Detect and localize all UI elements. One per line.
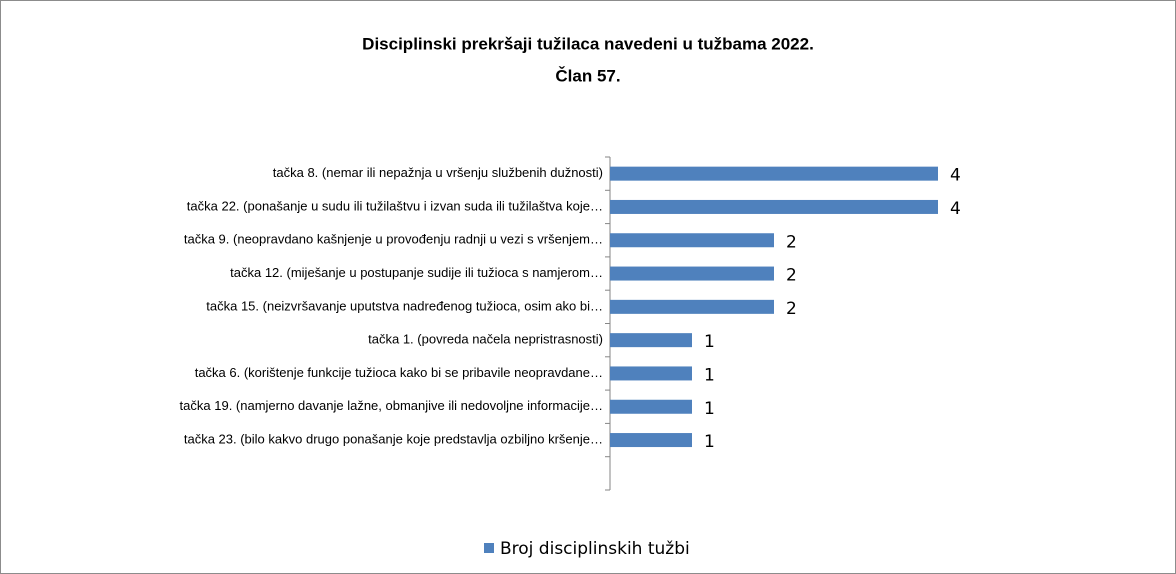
data-label: 1 xyxy=(704,432,715,452)
y-tick-label: tačka 22. (ponašanje u sudu ili tužilašt… xyxy=(187,198,603,213)
y-tick-label: tačka 23. (bilo kakvo drugo ponašanje ko… xyxy=(184,431,603,446)
legend-label: Broj disciplinskih tužbi xyxy=(500,539,690,559)
y-tick-label: tačka 12. (miješanje u postupanje sudije… xyxy=(230,265,603,280)
bar xyxy=(610,199,938,214)
data-label: 2 xyxy=(786,266,797,286)
bar xyxy=(610,299,774,314)
bar xyxy=(610,233,774,248)
data-label: 4 xyxy=(950,199,961,219)
data-label: 4 xyxy=(950,166,961,186)
chart-title: Član 57. xyxy=(555,66,620,85)
bar xyxy=(610,399,692,414)
data-label: 2 xyxy=(786,232,797,252)
data-label: 2 xyxy=(786,299,797,319)
y-tick-label: tačka 9. (neopravdano kašnjenje u provođ… xyxy=(184,232,603,247)
bar xyxy=(610,366,692,381)
y-tick-label: tačka 15. (neizvršavanje uputstva nadređ… xyxy=(206,298,603,313)
bar xyxy=(610,266,774,281)
bar xyxy=(610,333,692,348)
y-tick-label: tačka 19. (namjerno davanje lažne, obman… xyxy=(180,398,603,413)
y-tick-label: tačka 8. (nemar ili nepažnja u vršenju s… xyxy=(273,165,603,180)
bar xyxy=(610,166,938,181)
data-label: 1 xyxy=(704,399,715,419)
legend-swatch xyxy=(484,543,494,553)
bar xyxy=(610,433,692,448)
data-label: 1 xyxy=(704,332,715,352)
y-tick-label: tačka 1. (povreda načela nepristrasnosti… xyxy=(368,332,603,347)
data-label: 1 xyxy=(704,365,715,385)
chart-title: Disciplinski prekršaji tužilaca navedeni… xyxy=(362,34,814,53)
y-tick-label: tačka 6. (korištenje funkcije tužioca ka… xyxy=(195,365,603,380)
